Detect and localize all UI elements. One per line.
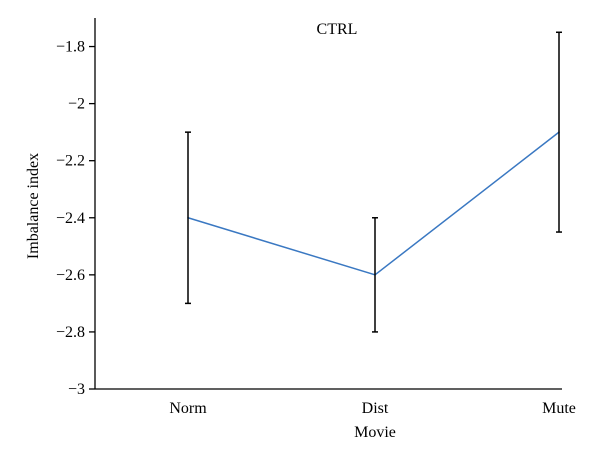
error-bar [185, 131, 191, 305]
series-line [187, 131, 560, 276]
y-ticks: −1.8 −2 −2.2 −2.4 −2.6 −2.8 −3 [56, 39, 95, 398]
error-bars [185, 31, 562, 333]
error-bar [372, 217, 378, 333]
x-tick-label: Dist [362, 400, 389, 417]
y-tick-label: −2.2 [56, 153, 85, 170]
y-tick-label: −3 [68, 381, 85, 398]
y-tick-label: −2.4 [56, 210, 85, 227]
axes [94, 18, 562, 390]
x-tick-label: Norm [169, 400, 207, 417]
series [187, 131, 560, 276]
y-tick-label: −2.8 [56, 324, 85, 341]
y-tick-label: −2 [68, 96, 85, 113]
x-tick-label: Mute [542, 400, 576, 417]
y-tick-label: −2.6 [56, 267, 85, 284]
x-ticks: Norm Dist Mute [169, 400, 576, 417]
y-tick-label: −1.8 [56, 39, 85, 56]
error-bar [556, 31, 562, 233]
chart-title: CTRL [317, 21, 358, 38]
x-axis-title: Movie [354, 424, 396, 441]
y-axis-title: Imbalance index [25, 153, 42, 259]
